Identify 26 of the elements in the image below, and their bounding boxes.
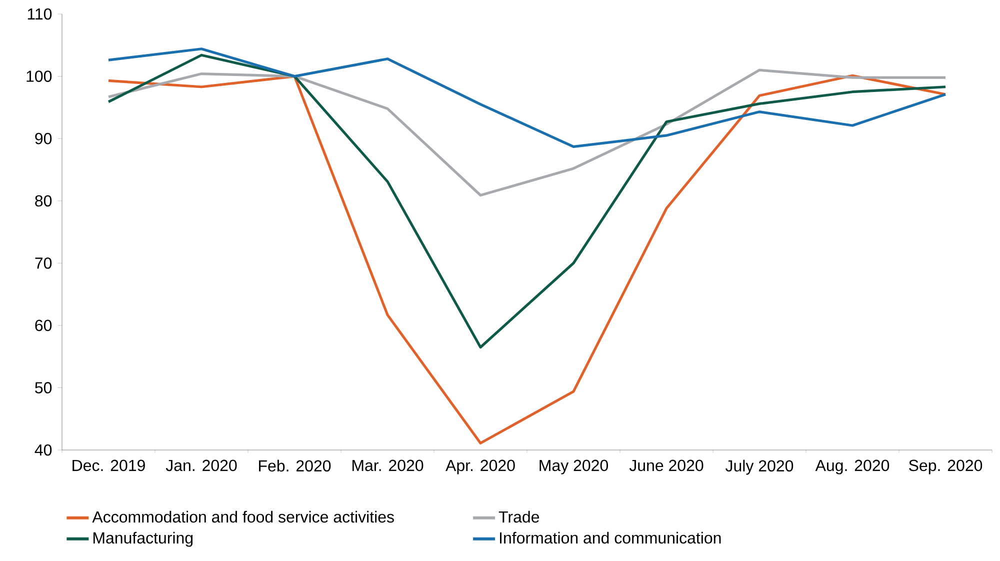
x-tick-label: June 2020 — [629, 460, 704, 472]
y-tick-label: 50 — [35, 382, 52, 394]
y-tick-label: 40 — [34, 444, 52, 456]
line-series — [107, 68, 947, 197]
y-tick-label: 100 — [26, 70, 52, 82]
x-tick-label: Feb. 2020 — [259, 460, 331, 472]
legend-label: Information and communication — [500, 532, 721, 544]
x-tick-label: July 2020 — [726, 460, 794, 475]
y-tick-label: 60 — [35, 320, 52, 332]
y-tick-label: 70 — [35, 257, 52, 269]
x-tick-label: Mar. 2020 — [352, 460, 424, 472]
line-series — [107, 74, 947, 444]
x-tick-label: Apr. 2020 — [446, 460, 515, 474]
x-tick-label: Aug. 2020 — [815, 460, 890, 474]
y-tick-label: 90 — [35, 132, 52, 144]
x-tick-label: Sep. 2020 — [909, 460, 982, 474]
legend-label: Accommodation and food service activities — [92, 510, 394, 523]
x-tick-label: Jan. 2020 — [166, 460, 237, 472]
legend-label: Trade — [498, 510, 540, 523]
legend-label: Manufacturing — [93, 532, 193, 547]
line-series — [107, 48, 947, 148]
y-tick-label: 80 — [35, 195, 52, 207]
y-tick-label: 110 — [28, 8, 52, 20]
line-series — [107, 54, 947, 349]
x-tick-label: May 2020 — [540, 460, 608, 474]
x-tick-label: Dec. 2019 — [72, 460, 145, 472]
